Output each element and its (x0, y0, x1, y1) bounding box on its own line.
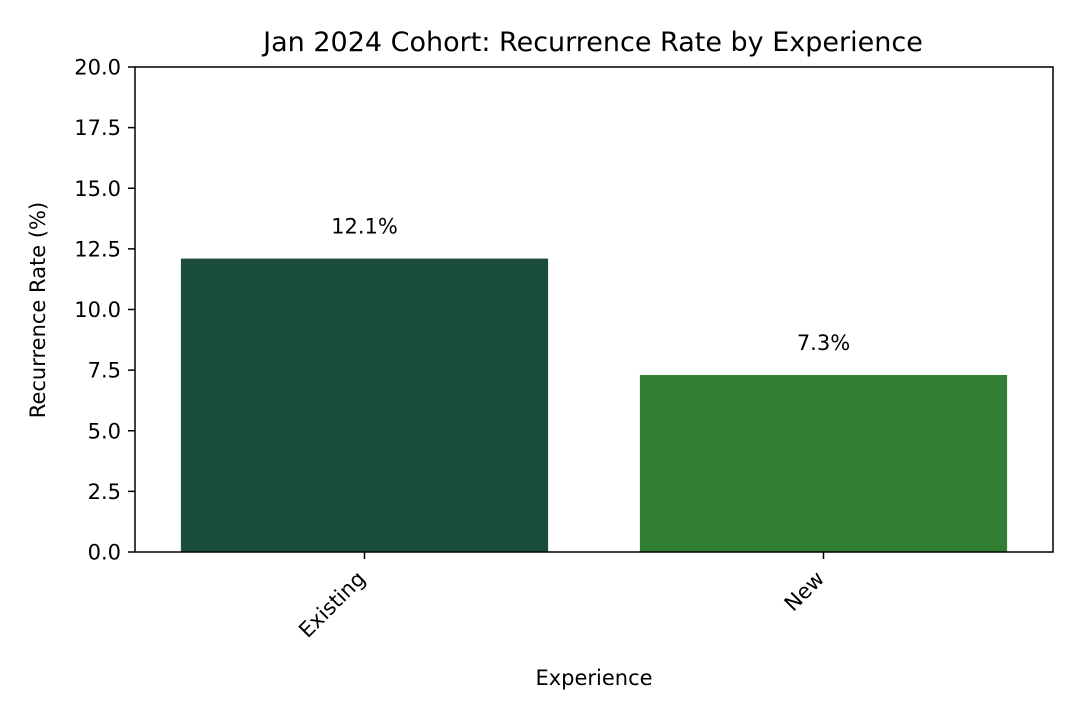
x-axis-label: Experience (535, 666, 652, 690)
y-tick-label: 0.0 (88, 541, 121, 565)
y-tick-label: 12.5 (74, 237, 121, 261)
y-tick-label: 15.0 (74, 177, 121, 201)
y-tick-label: 20.0 (74, 56, 121, 80)
y-axis-label: Recurrence Rate (%) (26, 202, 50, 418)
bar-new (639, 374, 1008, 552)
y-tick-label: 7.5 (88, 359, 121, 383)
bars: 12.1% 7.3% (180, 215, 1008, 552)
data-label-existing: 12.1% (331, 215, 398, 239)
y-tick-label: 17.5 (74, 116, 121, 140)
x-tick-label: New (780, 567, 829, 616)
chart-title: Jan 2024 Cohort: Recurrence Rate by Expe… (261, 27, 923, 58)
bar-existing (180, 258, 549, 552)
y-tick-label: 5.0 (88, 419, 121, 443)
data-label-new: 7.3% (797, 331, 850, 355)
y-axis-ticks: 0.0 2.5 5.0 7.5 10.0 12.5 15.0 17.5 20.0 (74, 56, 135, 565)
x-axis-ticks: Existing New (294, 552, 829, 642)
y-tick-label: 10.0 (74, 298, 121, 322)
x-tick-label: Existing (294, 567, 370, 643)
y-tick-label: 2.5 (88, 480, 121, 504)
plot-area-frame (134, 66, 1054, 553)
